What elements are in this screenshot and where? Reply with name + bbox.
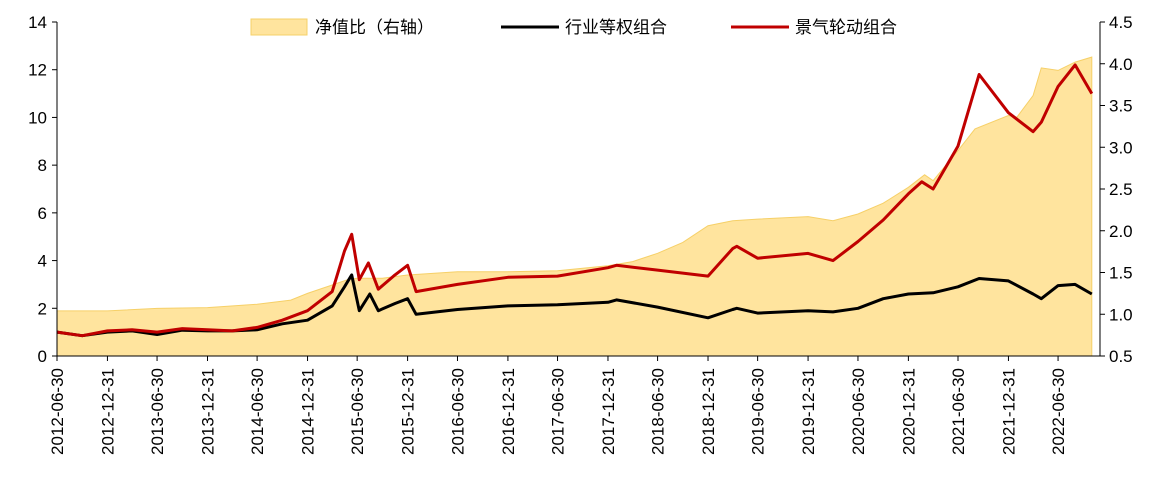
x-tick-label: 2021-12-31 [999, 368, 1018, 455]
x-tick-label: 2017-12-31 [599, 368, 618, 455]
left-tick-label: 6 [38, 204, 47, 223]
legend-equal-weight: 行业等权组合 [501, 18, 667, 38]
ratio-area-series [56, 56, 1093, 357]
left-tick-label: 8 [38, 156, 47, 175]
legend-label: 景气轮动组合 [795, 18, 897, 38]
right-tick-label: 2.5 [1109, 180, 1133, 199]
legend-swatch [250, 18, 308, 36]
x-tick-label: 2016-12-31 [499, 368, 518, 455]
right-tick-label: 4.5 [1109, 13, 1133, 32]
x-tick-label: 2014-06-30 [248, 368, 267, 455]
x-tick-label: 2018-06-30 [649, 368, 668, 455]
left-tick-label: 2 [38, 299, 47, 318]
x-tick-label: 2012-06-30 [48, 368, 67, 455]
left-tick-label: 12 [28, 61, 47, 80]
legend-rotation: 景气轮动组合 [731, 18, 897, 38]
x-tick-label: 2015-06-30 [348, 368, 367, 455]
lines-layer [56, 63, 1094, 338]
x-tick-label: 2020-12-31 [899, 368, 918, 455]
left-tick-label: 0 [38, 347, 47, 366]
x-tick-label: 2012-12-31 [98, 368, 117, 455]
x-tick-label: 2022-06-30 [1049, 368, 1068, 455]
legend: 净值比（右轴） 行业等权组合 景气轮动组合 [250, 18, 897, 38]
right-tick-label: 4.0 [1109, 55, 1133, 74]
right-tick-label: 1.5 [1109, 264, 1133, 283]
right-tick-label: 2.0 [1109, 222, 1133, 241]
x-tick-label: 2016-06-30 [448, 368, 467, 455]
x-tick-label: 2019-12-31 [799, 368, 818, 455]
x-tick-label: 2019-06-30 [749, 368, 768, 455]
legend-label: 行业等权组合 [565, 18, 667, 38]
left-tick-label: 4 [38, 252, 47, 271]
x-tick-label: 2014-12-31 [299, 368, 318, 455]
ratio-area-layer [56, 56, 1093, 357]
x-tick-label: 2013-06-30 [148, 368, 167, 455]
right-tick-label: 3.0 [1109, 138, 1133, 157]
right-tick-label: 0.5 [1109, 347, 1133, 366]
x-tick-label: 2015-12-31 [399, 368, 418, 455]
right-tick-label: 1.0 [1109, 305, 1133, 324]
x-tick-label: 2021-06-30 [949, 368, 968, 455]
legend-ratio: 净值比（右轴） [250, 18, 434, 38]
x-tick-label: 2017-06-30 [549, 368, 568, 455]
right-tick-label: 3.5 [1109, 97, 1133, 116]
x-tick-label: 2020-06-30 [849, 368, 868, 455]
x-tick-label: 2018-12-31 [699, 368, 718, 455]
rotation-line [56, 63, 1094, 338]
left-tick-label: 14 [28, 13, 47, 32]
ticks-layer: 0 2 4 6 8 10 12 14 0.5 1.0 1.5 2.0 2.5 3.0 3.5 4.0 4.5 20… [28, 13, 1133, 455]
left-tick-label: 10 [28, 108, 47, 127]
legend-label: 净值比（右轴） [315, 18, 434, 38]
x-tick-label: 2013-12-31 [198, 368, 217, 455]
